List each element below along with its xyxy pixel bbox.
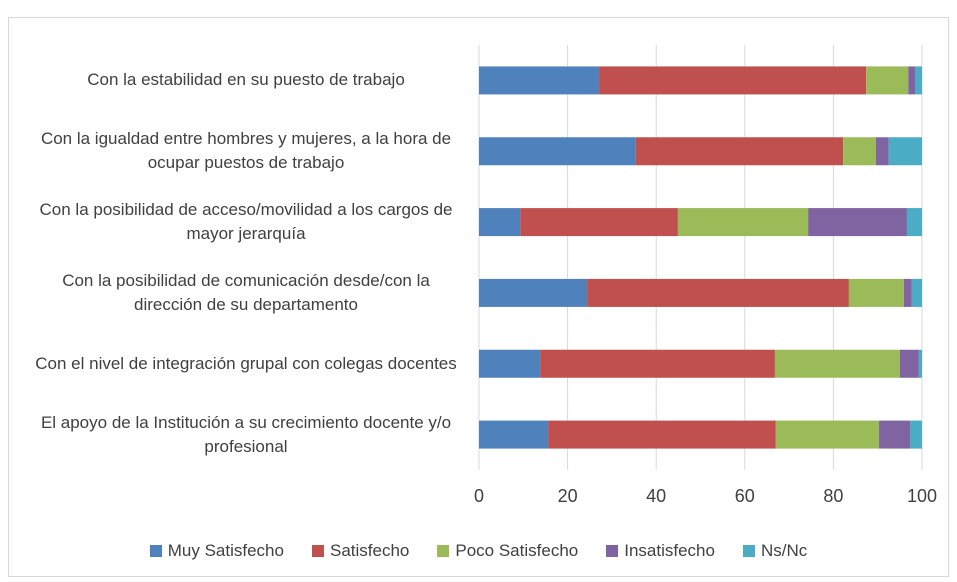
bar-segment [587, 278, 849, 307]
bar-segment [915, 66, 922, 95]
bar-segment [775, 420, 880, 449]
legend-label: Insatisfecho [624, 541, 715, 560]
legend-swatch [311, 545, 324, 557]
legend-item: Poco Satisfecho [437, 541, 578, 561]
legend-label: Satisfecho [329, 541, 410, 560]
bar-segment [906, 208, 922, 237]
bar-segment [599, 66, 867, 95]
bar-segment [479, 349, 541, 378]
category-label: Con la estabilidad en su puesto de traba… [87, 70, 405, 90]
legend-item: Muy Satisfecho [149, 541, 284, 561]
bar-segment [875, 137, 889, 166]
bar-segment [866, 66, 909, 95]
bar-segment [774, 349, 900, 378]
bar-segment [903, 278, 912, 307]
bar-segment [911, 278, 922, 307]
bar-segment [479, 66, 600, 95]
bar-segment [879, 420, 911, 449]
bar-segment [848, 278, 904, 307]
x-tick-label: 40 [646, 486, 667, 506]
legend: Muy Satisfecho Satisfecho Poco Satisfecho I… [8, 541, 949, 561]
category-label: Con la posibilidad de comunicación desde… [62, 270, 430, 314]
bar-segment [479, 137, 636, 166]
bar-segment [479, 420, 549, 449]
bar-segment [540, 349, 775, 378]
category-label: El apoyo de la Institución a su crecimie… [40, 412, 452, 456]
category-label: Con la posibilidad de acceso/movilidad a… [39, 200, 453, 244]
bar-segment [677, 208, 809, 237]
x-tick-label: 20 [557, 486, 578, 506]
x-tick-label: 60 [734, 486, 755, 506]
category-label: Con el nivel de integración grupal con c… [35, 353, 457, 373]
category-label: Con la igualdad entre hombres y mujeres,… [40, 129, 452, 173]
bar-segment [808, 208, 907, 237]
bar-segment [635, 137, 844, 166]
x-tick-label: 80 [823, 486, 844, 506]
chart-border [8, 17, 949, 577]
legend-item: Satisfecho [311, 541, 410, 561]
legend-label: Ns/Nc [760, 541, 808, 560]
legend-item: Insatisfecho [606, 541, 715, 561]
legend-label: Muy Satisfecho [167, 541, 284, 560]
legend-swatch [437, 545, 450, 557]
bar-segment [918, 349, 922, 378]
bar-segment [899, 349, 919, 378]
bar-segment [888, 137, 922, 166]
bar-segment [908, 66, 916, 95]
bar-segment [479, 208, 521, 237]
legend-swatch [606, 545, 619, 557]
bar-segment [843, 137, 876, 166]
x-tick-label: 100 [906, 486, 938, 506]
legend-swatch [149, 545, 162, 557]
legend-label: Poco Satisfecho [455, 541, 579, 560]
legend-swatch [742, 545, 755, 557]
x-tick-label: 0 [473, 486, 485, 506]
bar-segment [910, 420, 922, 449]
legend-item: Ns/Nc [742, 541, 808, 561]
bar-segment [479, 278, 588, 307]
bar-segment [520, 208, 678, 237]
bar-segment [548, 420, 776, 449]
